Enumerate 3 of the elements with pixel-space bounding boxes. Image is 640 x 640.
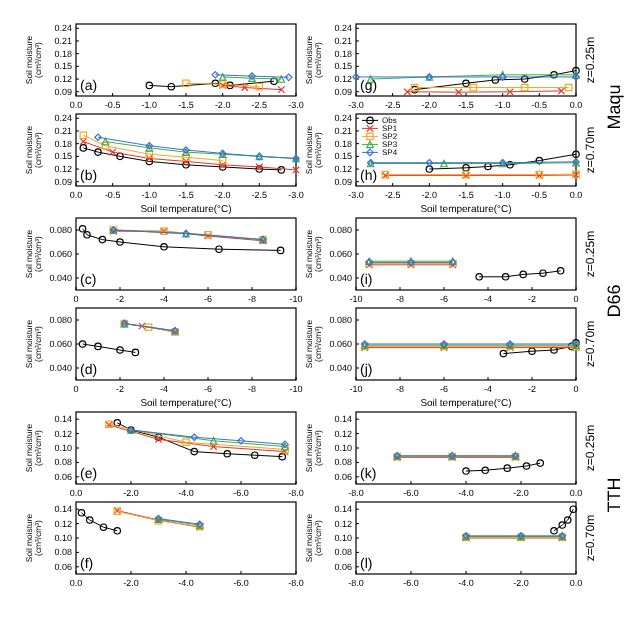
text: TTH — [604, 477, 624, 513]
text: Maqu — [604, 84, 624, 130]
text: D66 — [604, 284, 624, 318]
